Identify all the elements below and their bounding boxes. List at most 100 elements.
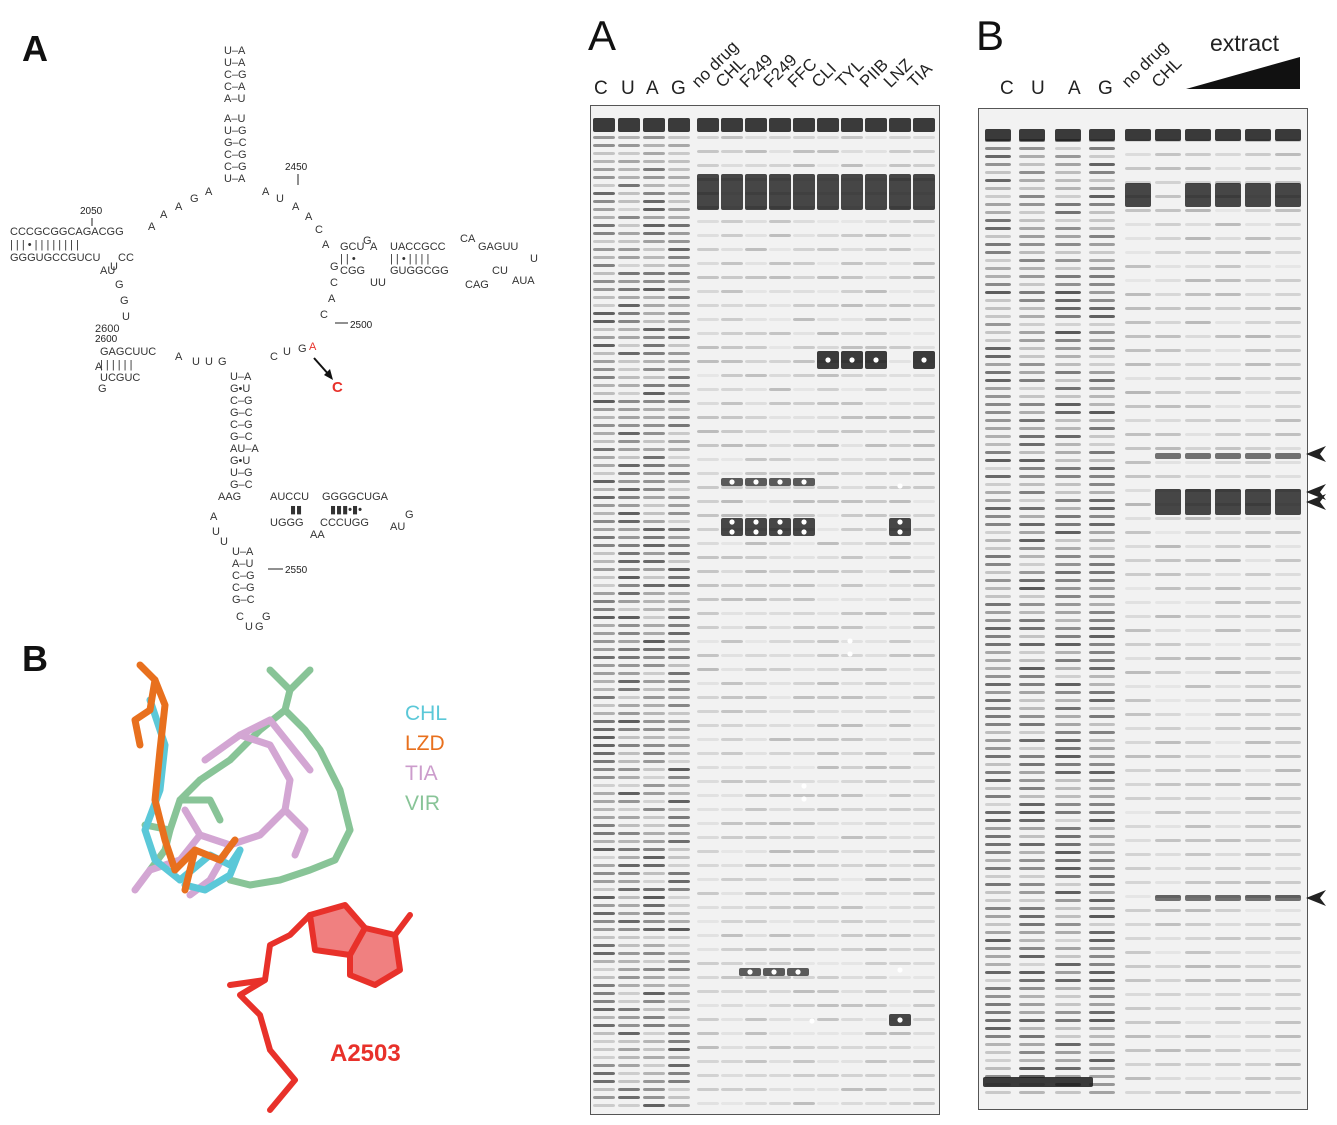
gel-band: [643, 200, 665, 203]
gel-band: [1245, 1091, 1271, 1094]
gel-band: [985, 387, 1011, 390]
arrow-icon: [1306, 446, 1326, 462]
gel-band: [1055, 843, 1081, 846]
gel-band: [618, 368, 640, 371]
full-length-band: [721, 118, 743, 132]
gel-band: [1019, 347, 1045, 350]
svg-text:G: G: [120, 295, 129, 307]
gel-band: [1089, 635, 1115, 638]
gel-band: [668, 1080, 690, 1083]
gel-band: [889, 318, 911, 321]
gel-band: [1155, 1035, 1181, 1038]
gel-band: [1125, 419, 1151, 422]
gel-band: [1275, 391, 1301, 394]
gel-band: [1089, 339, 1115, 342]
gel-band: [618, 848, 640, 851]
gel-band: [668, 456, 690, 459]
gel-band: [593, 200, 615, 203]
gel-band: [697, 850, 719, 853]
gel-band: [1275, 335, 1301, 338]
gel-band: [1089, 195, 1115, 198]
gel-band: [1275, 769, 1301, 772]
stop-site-marker: [771, 969, 777, 975]
gel-band: [745, 234, 767, 237]
svg-text:A: A: [262, 186, 270, 198]
gel-band: [643, 248, 665, 251]
stop-site-marker: [801, 529, 807, 535]
gel-band: [817, 1018, 839, 1021]
gel-band: [769, 738, 791, 741]
gel-band: [643, 552, 665, 555]
gel-band: [985, 939, 1011, 942]
drug-stop-band: [1245, 489, 1271, 515]
gel-band: [618, 240, 640, 243]
gel-band: [1055, 707, 1081, 710]
gel-band: [618, 376, 640, 379]
gel-band: [769, 346, 791, 349]
gel-band: [1055, 963, 1081, 966]
gel-band: [985, 811, 1011, 814]
gel-band: [1089, 451, 1115, 454]
gel-band: [1155, 1077, 1181, 1080]
svg-text:2600: 2600: [95, 323, 119, 335]
gel-band: [1089, 963, 1115, 966]
gel-band: [985, 891, 1011, 894]
gel-band: [1245, 937, 1271, 940]
full-length-band: [668, 118, 690, 132]
svg-text:AAG: AAG: [218, 491, 241, 503]
gel-band: [745, 836, 767, 839]
gel-band: [1185, 839, 1211, 842]
gel-band: [793, 906, 815, 909]
gel-band: [721, 346, 743, 349]
gel-band: [745, 710, 767, 713]
gel-band: [1055, 891, 1081, 894]
gel-band: [1019, 819, 1045, 822]
gel-band: [913, 556, 935, 559]
gel-band: [1055, 259, 1081, 262]
stop-site-marker: [729, 529, 735, 535]
gel-band: [668, 560, 690, 563]
gel-band: [841, 836, 863, 839]
gel-band: [1245, 349, 1271, 352]
gel-band: [913, 388, 935, 391]
gel-band: [1055, 355, 1081, 358]
gel-band: [643, 944, 665, 947]
gel-band: [1155, 825, 1181, 828]
gel-band: [643, 1032, 665, 1035]
gel-band: [1089, 859, 1115, 862]
gel-band: [643, 208, 665, 211]
gel-band: [643, 280, 665, 283]
gel-band: [1185, 699, 1211, 702]
svg-text:A: A: [205, 186, 213, 198]
gel-band: [721, 248, 743, 251]
gel-band: [643, 608, 665, 611]
gel-band: [1155, 699, 1181, 702]
gel-band: [618, 904, 640, 907]
gel-band: [593, 392, 615, 395]
gel-band: [1155, 727, 1181, 730]
full-length-band: [1275, 129, 1301, 141]
gel-band: [769, 864, 791, 867]
gel-band: [1245, 699, 1271, 702]
gel-band: [745, 542, 767, 545]
gel-band: [913, 416, 935, 419]
gel-band: [1215, 755, 1241, 758]
gel-band: [769, 850, 791, 853]
gel-band: [643, 1008, 665, 1011]
gel-band: [817, 976, 839, 979]
gel-band: [1245, 433, 1271, 436]
gel-band: [721, 500, 743, 503]
gel-band: [1089, 1091, 1115, 1094]
gel-band: [817, 934, 839, 937]
gel-band: [817, 430, 839, 433]
gel-band: [643, 920, 665, 923]
gel-band: [1215, 475, 1241, 478]
svg-text:A: A: [95, 361, 103, 373]
gel-band: [1019, 843, 1045, 846]
gel-band: [1245, 293, 1271, 296]
nt-label-2450: 2450: [285, 162, 308, 173]
gel-band: [1215, 237, 1241, 240]
gel-band: [1185, 881, 1211, 884]
gel-band: [1155, 573, 1181, 576]
gel-band: [985, 147, 1011, 150]
